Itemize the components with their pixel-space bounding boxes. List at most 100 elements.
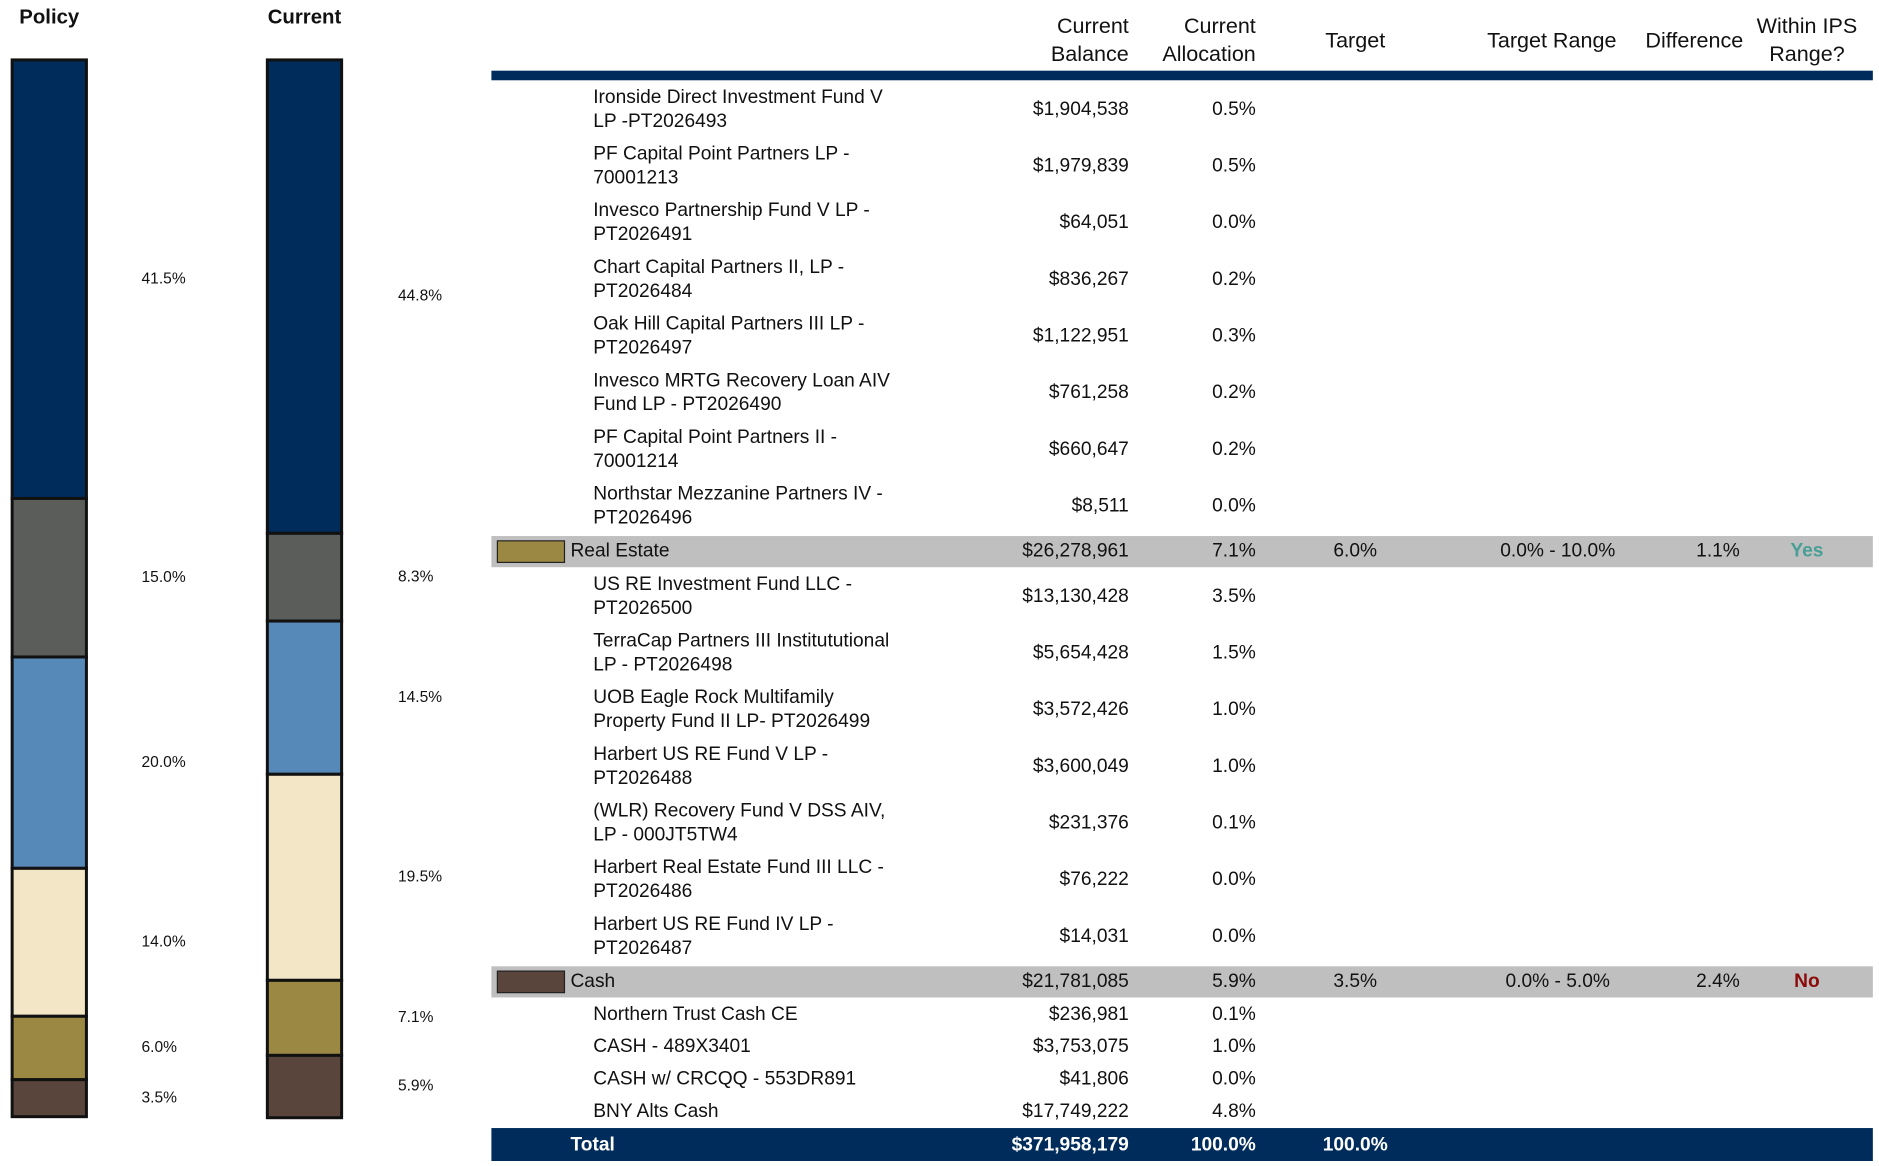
holding-name: PT2026486 <box>593 881 692 902</box>
column-header: Target Range <box>1487 28 1616 53</box>
balance: $64,051 <box>1060 212 1129 233</box>
segment-label: 41.5% <box>142 270 186 287</box>
holding-name: Invesco MRTG Recovery Loan AIV <box>593 370 890 391</box>
holding-name: US RE Investment Fund LLC - <box>593 574 852 595</box>
segment-label: 6.0% <box>142 1039 178 1056</box>
total-name: Total <box>570 1134 614 1155</box>
segment-label: 19.5% <box>398 868 442 885</box>
holding-name: (WLR) Recovery Fund V DSS AIV, <box>593 801 885 822</box>
holding-name: Invesco Partnership Fund V LP - <box>593 200 870 221</box>
bar-segment <box>10 1078 88 1119</box>
within-range: Yes <box>1790 541 1823 562</box>
balance: $26,278,961 <box>1022 541 1129 562</box>
balance: $3,753,075 <box>1033 1036 1129 1057</box>
total-band <box>491 1128 1873 1163</box>
segment-label: 3.5% <box>142 1089 178 1106</box>
holding-name: PT2026484 <box>593 281 692 302</box>
holding-name: LP - 000JT5TW4 <box>593 824 738 845</box>
column-header: Current <box>1057 13 1129 38</box>
target: 6.0% <box>1333 541 1377 562</box>
allocation: 0.0% <box>1212 1069 1256 1090</box>
holding-name: Chart Capital Partners II, LP - <box>593 257 844 278</box>
bar-header: Policy <box>19 6 80 28</box>
category-band <box>491 536 1873 568</box>
bar-segment <box>265 978 344 1057</box>
balance: $1,979,839 <box>1033 156 1129 177</box>
category-name: Real Estate <box>570 541 669 562</box>
column-header: Target <box>1325 28 1385 53</box>
holding-name: PT2026496 <box>593 508 692 529</box>
bar-segment <box>265 619 344 776</box>
balance: $76,222 <box>1060 869 1129 890</box>
balance: $231,376 <box>1049 812 1129 833</box>
balance: $761,258 <box>1049 382 1129 403</box>
allocation: 0.0% <box>1212 869 1256 890</box>
segment-label: 15.0% <box>142 569 186 586</box>
allocation: 0.1% <box>1212 812 1256 833</box>
balance: $371,958,179 <box>1012 1134 1129 1155</box>
allocation: 1.0% <box>1212 699 1256 720</box>
header-rule <box>491 70 1873 81</box>
segment-label: 44.8% <box>398 288 442 305</box>
column-header: Within IPS <box>1757 13 1858 38</box>
holding-name: LP - PT2026498 <box>593 654 732 675</box>
target-range: 0.0% - 5.0% <box>1506 971 1610 992</box>
within-range: No <box>1794 971 1820 992</box>
bar-segment <box>10 866 88 1018</box>
holding-name: Harbert US RE Fund IV LP - <box>593 914 833 935</box>
holding-name: 70001214 <box>593 451 679 472</box>
category-swatch <box>496 540 566 564</box>
holding-name: PT2026500 <box>593 598 692 619</box>
allocation: 0.3% <box>1212 326 1256 347</box>
allocation: 0.0% <box>1212 926 1256 947</box>
target-range: 0.0% - 10.0% <box>1500 541 1615 562</box>
balance: $41,806 <box>1060 1069 1129 1090</box>
holding-name: Northstar Mezzanine Partners IV - <box>593 484 883 505</box>
bar-segment <box>10 58 88 500</box>
difference: 2.4% <box>1696 971 1740 992</box>
balance: $3,600,049 <box>1033 756 1129 777</box>
balance: $1,904,538 <box>1033 99 1129 120</box>
allocation: 0.0% <box>1212 212 1256 233</box>
balance: $3,572,426 <box>1033 699 1129 720</box>
allocation: 5.9% <box>1212 971 1256 992</box>
column-header: Allocation <box>1162 41 1255 66</box>
holding-name: Property Fund II LP- PT2026499 <box>593 711 870 732</box>
allocation: 0.2% <box>1212 269 1256 290</box>
holding-name: Harbert US RE Fund V LP - <box>593 744 828 765</box>
allocation: 7.1% <box>1212 541 1256 562</box>
holding-name: Fund LP - PT2026490 <box>593 394 781 415</box>
column-header: Balance <box>1051 41 1129 66</box>
allocation: 1.0% <box>1212 1036 1256 1057</box>
balance: $236,981 <box>1049 1004 1129 1025</box>
balance: $8,511 <box>1072 496 1129 517</box>
allocation: 1.0% <box>1212 756 1256 777</box>
balance: $660,647 <box>1049 439 1129 460</box>
holding-name: CASH - 489X3401 <box>593 1036 751 1057</box>
balance: $13,130,428 <box>1022 586 1129 607</box>
balance: $17,749,222 <box>1022 1101 1129 1122</box>
allocation: 0.1% <box>1212 1004 1256 1025</box>
holding-name: LP -PT2026493 <box>593 111 727 132</box>
bar-segment <box>265 531 344 623</box>
bar-segment <box>10 655 88 870</box>
holding-name: Northern Trust Cash CE <box>593 1004 797 1025</box>
holding-name: TerraCap Partners III Institututional <box>593 630 889 651</box>
category-swatch <box>496 970 566 994</box>
holding-name: PF Capital Point Partners II - <box>593 427 837 448</box>
category-name: Cash <box>570 971 615 992</box>
target: 3.5% <box>1333 971 1377 992</box>
allocation: 4.8% <box>1212 1101 1256 1122</box>
holding-name: PT2026491 <box>593 224 692 245</box>
allocation: 0.2% <box>1212 439 1256 460</box>
segment-label: 5.9% <box>398 1078 434 1095</box>
allocation: 0.5% <box>1212 156 1256 177</box>
segment-label: 20.0% <box>142 754 186 771</box>
holding-name: 70001213 <box>593 168 678 189</box>
bar-header: Current <box>268 6 342 28</box>
balance: $1,122,951 <box>1033 326 1129 347</box>
allocation: 1.5% <box>1212 642 1256 663</box>
segment-label: 8.3% <box>398 568 434 585</box>
balance: $21,781,085 <box>1022 971 1129 992</box>
